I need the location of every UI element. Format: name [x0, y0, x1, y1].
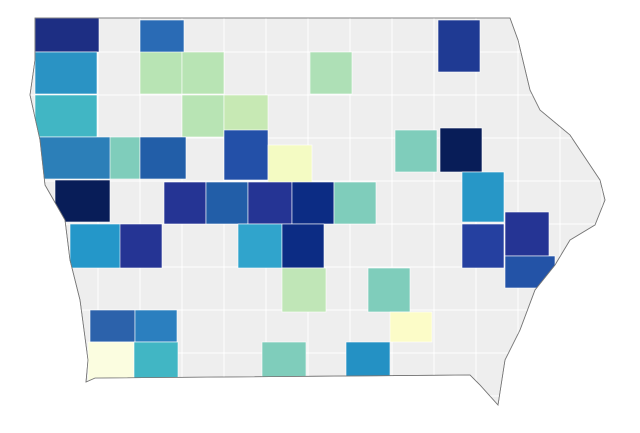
- county: [133, 341, 179, 383]
- county: [261, 341, 307, 383]
- county: [181, 51, 225, 95]
- county: [163, 181, 207, 225]
- county: [309, 51, 353, 95]
- county: [54, 179, 111, 223]
- county: [119, 223, 163, 269]
- county: [89, 309, 136, 343]
- county: [439, 127, 483, 173]
- county: [389, 311, 433, 343]
- county: [394, 129, 438, 173]
- county: [223, 129, 269, 181]
- county: [437, 19, 481, 73]
- county: [281, 223, 325, 269]
- county: [504, 211, 550, 257]
- county: [461, 223, 505, 269]
- county: [281, 267, 327, 313]
- county: [134, 309, 178, 343]
- county: [291, 181, 335, 225]
- county: [34, 18, 100, 53]
- county: [504, 255, 556, 289]
- county: [205, 181, 249, 225]
- county: [237, 223, 283, 269]
- county: [69, 223, 126, 269]
- county: [139, 19, 185, 55]
- county: [367, 267, 411, 313]
- county: [461, 171, 505, 223]
- county: [139, 136, 187, 180]
- county: [139, 51, 183, 95]
- state-outline: [29, 17, 606, 406]
- county: [181, 94, 225, 138]
- county: [34, 94, 98, 138]
- county: [34, 136, 112, 180]
- county: [333, 181, 377, 225]
- county: [247, 181, 293, 225]
- county: [109, 136, 141, 180]
- county: [267, 144, 313, 186]
- county: [87, 341, 135, 383]
- county: [34, 51, 98, 95]
